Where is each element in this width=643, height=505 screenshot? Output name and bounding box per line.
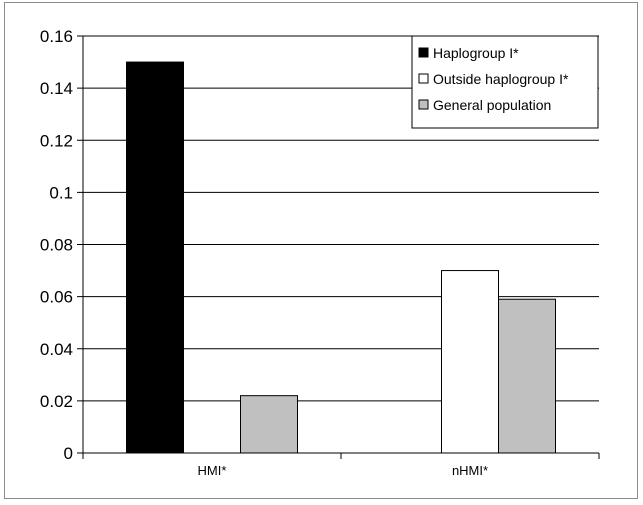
y-tick-label: 0.1 — [49, 183, 73, 202]
legend-label: Haplogroup I* — [433, 45, 519, 61]
y-tick-label: 0.08 — [40, 236, 73, 255]
x-tick-label: nHMI* — [452, 463, 488, 478]
legend-label: Outside haplogroup I* — [433, 71, 569, 87]
y-tick-label: 0.04 — [40, 340, 73, 359]
legend-label: General population — [433, 97, 551, 113]
y-tick-label: 0.16 — [40, 27, 73, 46]
x-tick-label: HMI* — [198, 463, 227, 478]
y-tick-label: 0.14 — [40, 79, 73, 98]
bar-haplogroup-i- — [126, 61, 184, 454]
y-tick-label: 0.02 — [40, 392, 73, 411]
bar-general-population — [498, 298, 556, 454]
legend-swatch — [418, 47, 429, 58]
legend-swatch — [418, 73, 429, 84]
bar-general-population — [240, 395, 298, 454]
y-tick-label: 0.12 — [40, 131, 73, 150]
bar-outside-haplogroup-i- — [441, 270, 499, 454]
y-tick-label: 0 — [64, 444, 73, 463]
legend-box — [411, 35, 599, 129]
y-tick-label: 0.06 — [40, 288, 73, 307]
legend-swatch — [418, 99, 429, 110]
